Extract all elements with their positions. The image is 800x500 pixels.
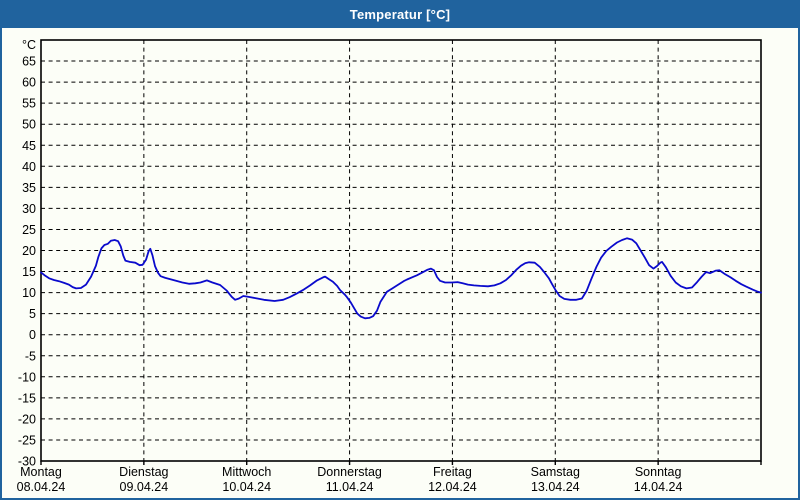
y-tick-label: -25 <box>18 433 36 447</box>
y-tick-label: 45 <box>22 139 36 153</box>
y-tick-label: -15 <box>18 391 36 405</box>
y-tick-label: -10 <box>18 370 36 384</box>
x-day-date: 10.04.24 <box>222 480 271 494</box>
x-day-name: Freitag <box>433 465 472 479</box>
y-axis-unit-label: °C <box>22 38 36 52</box>
x-day-date: 09.04.24 <box>120 480 169 494</box>
y-tick-label: 20 <box>22 244 36 258</box>
y-tick-label: 0 <box>29 328 36 342</box>
x-day-name: Sonntag <box>635 465 682 479</box>
y-tick-label: 60 <box>22 76 36 90</box>
y-tick-label: 15 <box>22 265 36 279</box>
x-day-date: 11.04.24 <box>326 480 374 494</box>
y-tick-label: 65 <box>22 55 36 69</box>
x-day-date: 14.04.24 <box>634 480 683 494</box>
y-tick-label: 50 <box>22 118 36 132</box>
x-day-name: Montag <box>20 465 62 479</box>
plot-border <box>40 39 762 462</box>
y-tick-label: 35 <box>22 181 36 195</box>
y-tick-label: -5 <box>25 349 36 363</box>
x-day-name: Samstag <box>531 465 580 479</box>
temperature-chart: 65605550454035302520151050-5-10-15-20-25… <box>17 38 762 494</box>
y-tick-label: 10 <box>22 286 36 300</box>
y-tick-label: 30 <box>22 202 36 216</box>
y-tick-label: 40 <box>22 160 36 174</box>
x-day-date: 08.04.24 <box>17 480 66 494</box>
y-tick-label: 55 <box>22 97 36 111</box>
window-titlebar: Temperatur [°C] <box>0 0 800 28</box>
x-day-name: Donnerstag <box>317 465 382 479</box>
x-day-date: 13.04.24 <box>531 480 580 494</box>
y-tick-label: -30 <box>18 455 36 469</box>
temperature-line <box>40 237 762 320</box>
y-tick-label: -20 <box>18 412 36 426</box>
y-tick-label: 5 <box>29 307 36 321</box>
window-title: Temperatur [°C] <box>349 6 451 22</box>
x-day-name: Dienstag <box>119 465 168 479</box>
y-tick-label: 25 <box>22 223 36 237</box>
chart-panel: 65 60 55 50 45 40 35 30 25 20 15 10 5 0 -5 -10 -15 -20 -25… <box>2 28 798 498</box>
x-day-date: 12.04.24 <box>428 480 477 494</box>
x-day-name: Mittwoch <box>222 465 271 479</box>
